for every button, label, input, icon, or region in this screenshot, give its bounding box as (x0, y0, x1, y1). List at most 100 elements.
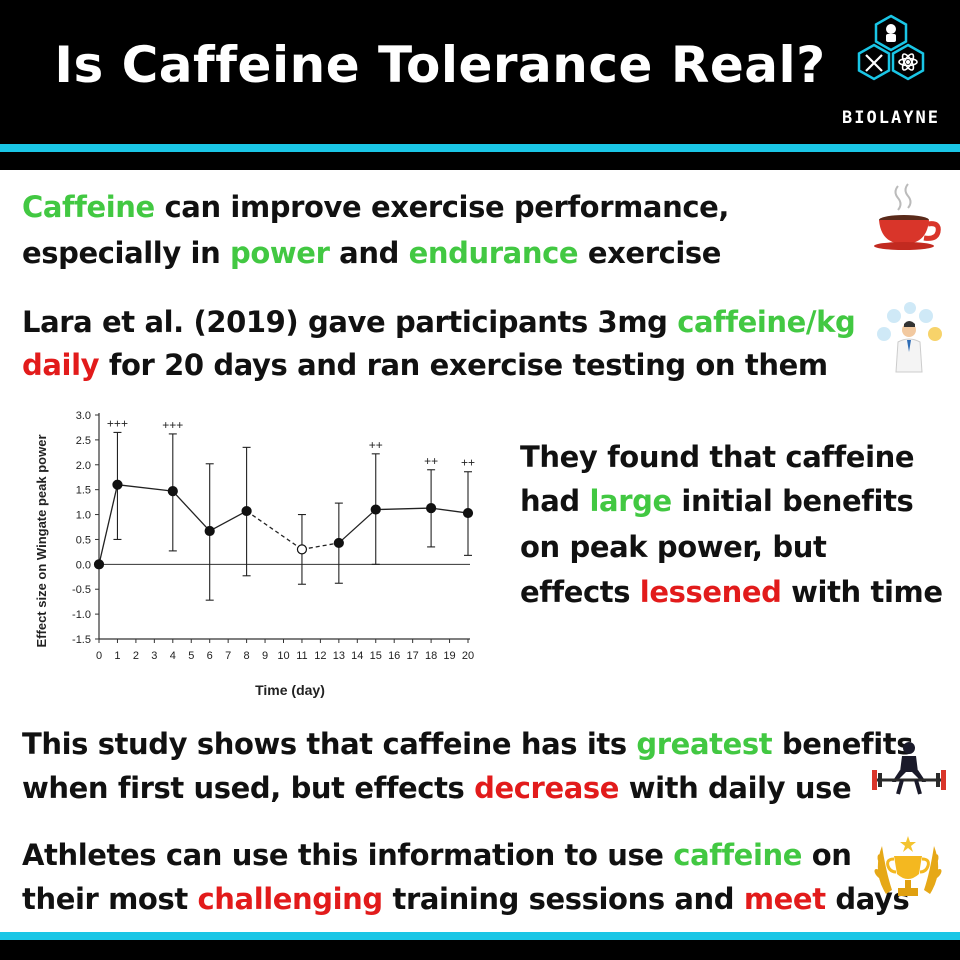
significance-label: +++ (107, 416, 128, 430)
series-line-segment (375, 507, 432, 511)
study-line-1: Lara et al. (2019) gave participants 3mg… (22, 305, 856, 339)
data-point (93, 559, 105, 570)
conclusion-line-2: when first used, but effects decrease wi… (22, 771, 852, 805)
text-segment: for 20 days and ran exercise testing on … (99, 348, 828, 382)
chart-axes: 3.02.52.01.51.00.50.0-0.5-1.0-1.50 1 2 3 4 5 6… (72, 410, 474, 662)
series-line-segment (301, 542, 339, 551)
significance-label: ++ (369, 438, 383, 452)
text-segment: on peak power, but (520, 530, 827, 564)
finding-line-3: on peak power, but (520, 530, 827, 564)
y-tick-label: 1.0 (76, 510, 91, 522)
x-tick-label: 15 (370, 650, 382, 662)
text-segment: Caffeine (22, 190, 155, 224)
data-point (426, 502, 437, 514)
series-line-segment (98, 484, 119, 565)
y-tick-label: -1.0 (72, 609, 91, 621)
text-segment: This study shows that caffeine has its (22, 727, 637, 761)
x-tick-label: 20 (462, 650, 474, 662)
x-tick-label: 17 (407, 650, 419, 662)
coffee-cup-icon (874, 183, 941, 250)
text-segment: challenging (197, 882, 383, 916)
study-line-2: daily for 20 days and ran exercise testi… (22, 348, 828, 382)
y-tick-label: -0.5 (72, 584, 91, 596)
text-segment: effects (520, 575, 640, 609)
text-segment: their most (22, 882, 198, 916)
text-segment: with time (781, 575, 943, 609)
y-tick-label: 3.0 (76, 410, 91, 422)
y-tick-label: 2.5 (76, 435, 91, 447)
x-tick-label: 5 (188, 650, 194, 662)
text-segment: greatest (636, 727, 773, 761)
finding-line-1: They found that caffeine (520, 440, 915, 474)
data-point (241, 505, 252, 517)
data-point (167, 486, 178, 497)
weightlifter-icon (872, 742, 946, 795)
y-tick-label: -1.5 (72, 634, 91, 646)
header-bar: Is Caffeine Tolerance Real? BIOLA (0, 0, 960, 144)
x-tick-label: 9 (262, 650, 268, 662)
advice-line-2: their most challenging training sessions… (22, 882, 910, 916)
text-segment: caffeine/kg (677, 305, 856, 339)
header-band (0, 152, 960, 170)
x-tick-label: 8 (244, 650, 250, 662)
chart-y-axis-label: Effect size on Wingate peak power (34, 435, 49, 648)
data-point (462, 507, 474, 519)
data-point (112, 479, 123, 490)
header-divider (0, 144, 960, 152)
text-segment: meet (743, 882, 826, 916)
text-segment: on (802, 838, 852, 872)
biolayne-logo-icon (857, 14, 925, 81)
finding-line-4: effects lessened with time (520, 575, 943, 609)
data-point (296, 544, 308, 555)
series-line-segment (338, 509, 377, 544)
significance-label: ++ (424, 454, 438, 468)
series-line-segment (431, 507, 469, 514)
footer-divider (0, 932, 960, 940)
effect-size-chart: 3.02.52.01.51.00.50.0-0.5-1.0-1.50 1 2 3 4 5 6… (34, 410, 475, 698)
x-tick-label: 16 (388, 650, 400, 662)
x-tick-label: 1 (114, 650, 120, 662)
text-segment: when first used, but effects (22, 771, 475, 805)
text-segment: lessened (639, 575, 782, 609)
y-tick-label: 1.5 (76, 485, 91, 497)
intro-line-2: especially in power and endurance exerci… (22, 236, 721, 270)
data-point (204, 525, 215, 537)
series-line-segment (172, 490, 211, 532)
text-segment: had (520, 484, 590, 518)
x-tick-label: 4 (170, 650, 176, 662)
text-segment: exercise (578, 236, 722, 270)
page-title: Is Caffeine Tolerance Real? (54, 36, 826, 94)
text-segment: especially in (22, 236, 231, 270)
x-tick-label: 19 (443, 650, 455, 662)
brand-name: BIOLAYNE (842, 108, 940, 128)
x-tick-label: 2 (133, 650, 139, 662)
x-tick-label: 3 (151, 650, 157, 662)
text-segment: decrease (474, 771, 620, 805)
x-tick-label: 12 (314, 650, 326, 662)
conclusion-line-1: This study shows that caffeine has its g… (22, 727, 914, 761)
x-tick-label: 0 (96, 650, 102, 662)
data-point (333, 537, 344, 549)
text-segment: Athletes can use this information to use (22, 838, 674, 872)
text-segment: days (825, 882, 910, 916)
intro-line-1: Caffeine can improve exercise performanc… (22, 190, 729, 224)
x-tick-label: 14 (351, 650, 363, 662)
advice-line-1: Athletes can use this information to use… (22, 838, 852, 872)
data-point (370, 504, 381, 515)
text-segment: daily (22, 348, 100, 382)
text-segment: can improve exercise performance, (154, 190, 730, 224)
y-tick-label: 0.0 (76, 559, 91, 571)
series-line-segment (246, 510, 303, 550)
text-segment: large (589, 484, 672, 518)
x-tick-label: 7 (225, 650, 231, 662)
text-segment: caffeine (673, 838, 802, 872)
x-tick-label: 10 (277, 650, 289, 662)
series-line-segment (117, 484, 173, 492)
text-segment: with daily use (619, 771, 852, 805)
footer-band (0, 940, 960, 960)
text-segment: power (230, 236, 330, 270)
text-segment: benefits (772, 727, 914, 761)
text-segment: endurance (408, 236, 579, 270)
trophy-icon (874, 836, 942, 896)
